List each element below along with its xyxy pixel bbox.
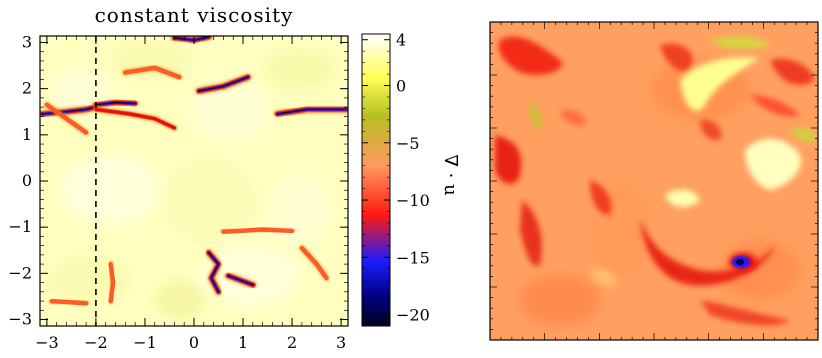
x-tick-label: −2 bbox=[84, 333, 108, 352]
shock-front-2 bbox=[92, 105, 178, 132]
x-tick-label: −3 bbox=[35, 333, 59, 352]
right-plot-area bbox=[490, 22, 818, 340]
x-tick-label: 0 bbox=[189, 333, 199, 352]
right-panel bbox=[489, 21, 819, 341]
colorbar-tick-label: 0 bbox=[396, 77, 406, 96]
colorbar-ticks: 4 0 −5 −10 −15 −20 bbox=[362, 31, 430, 325]
x-tick-label: 2 bbox=[287, 333, 297, 352]
left-panel: constant viscosity −3 −2 −1 0 1 2 3 −3 −2 −1 0 1 2 3 bbox=[8, 3, 349, 352]
y-tick-label: 3 bbox=[22, 32, 32, 51]
left-plot-area bbox=[40, 36, 348, 326]
shock-front-10 bbox=[219, 226, 296, 236]
colorbar-tick-label: −5 bbox=[396, 134, 420, 153]
shock-front-4 bbox=[121, 64, 183, 81]
shock-front-5 bbox=[272, 104, 348, 119]
y-tick-label: 2 bbox=[22, 79, 32, 98]
colorbar-tick-label: −15 bbox=[396, 248, 430, 267]
y-tick-label: 1 bbox=[22, 125, 32, 144]
shock-front-11 bbox=[298, 244, 330, 282]
x-tick-label: −1 bbox=[133, 333, 157, 352]
right-axes bbox=[489, 21, 819, 341]
left-features bbox=[40, 36, 348, 307]
shock-front-12 bbox=[107, 260, 117, 305]
right-features bbox=[495, 36, 818, 326]
shock-front-6 bbox=[43, 101, 90, 136]
shock-front-8 bbox=[204, 248, 223, 297]
colorbar-tick-label: 4 bbox=[396, 31, 406, 50]
colorbar-label: ∇ · u bbox=[440, 154, 461, 195]
y-tick-label: −3 bbox=[8, 310, 32, 329]
shock-front-13 bbox=[48, 297, 90, 307]
colorbar-frame bbox=[361, 33, 391, 327]
y-tick-label: −1 bbox=[8, 217, 32, 236]
shock-front-9 bbox=[223, 271, 258, 290]
colorbar-tick-label: −10 bbox=[396, 191, 430, 210]
y-tick-label: 0 bbox=[22, 171, 32, 190]
left-texture bbox=[50, 42, 335, 320]
left-axes: −3 −2 −1 0 1 2 3 −3 −2 −1 0 1 2 3 bbox=[8, 32, 348, 352]
chart-title: constant viscosity bbox=[95, 3, 294, 27]
shock-front-1 bbox=[91, 98, 140, 110]
x-tick-label: 3 bbox=[336, 333, 346, 352]
right-blue-core bbox=[729, 253, 757, 271]
colorbar-gradient bbox=[362, 34, 390, 326]
colorbar: 4 0 −5 −10 −15 −20 ∇ · u bbox=[361, 31, 461, 327]
y-tick-label: −2 bbox=[8, 263, 32, 282]
colorbar-tick-label: −20 bbox=[396, 306, 430, 325]
x-tick-label: 1 bbox=[238, 333, 248, 352]
shock-front-3 bbox=[194, 72, 253, 96]
